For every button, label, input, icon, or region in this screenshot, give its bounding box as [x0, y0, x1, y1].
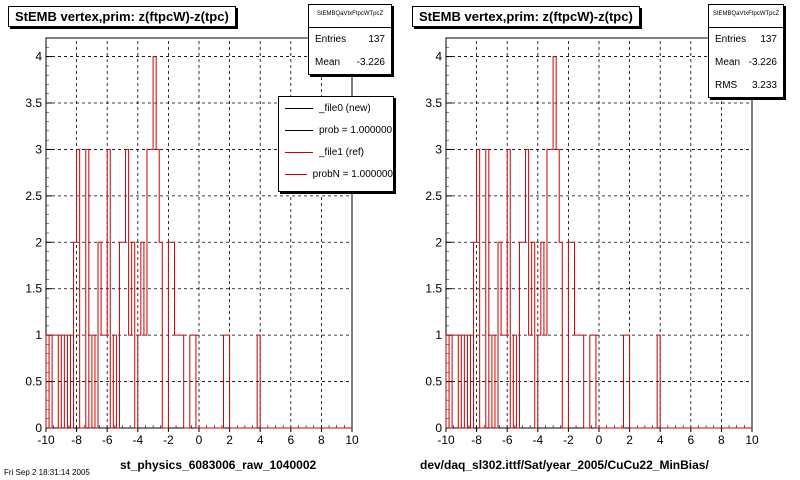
x-tick-label: 6 — [287, 433, 294, 447]
stats-value: 137 — [368, 34, 385, 45]
chart-title-left: StEMB vertex,prim: z(ftpcW)-z(tpc) — [8, 6, 236, 27]
stats-value: -3.226 — [356, 57, 385, 68]
stats-row: Entries 137 — [709, 28, 783, 51]
x-tick-label: -8 — [471, 433, 482, 447]
y-tick-label: 0.5 — [25, 375, 42, 389]
x-tick-label: -10 — [437, 433, 455, 447]
stats-row: Mean -3.226 — [309, 51, 391, 74]
histogram-series — [45, 56, 352, 429]
x-tick-label: 0 — [196, 433, 203, 447]
stats-label: RMS — [715, 80, 738, 91]
stats-value: -3.226 — [748, 57, 777, 68]
x-tick-label: 4 — [257, 433, 264, 447]
x-tick-label: 2 — [626, 433, 633, 447]
stats-label: Mean — [715, 57, 741, 68]
x-tick-label: 10 — [345, 433, 359, 447]
legend-label: _file0 (new) — [319, 102, 371, 114]
stats-row: Mean -3.226 — [709, 51, 783, 74]
stats-value: 3.233 — [751, 80, 777, 91]
legend-swatch — [285, 151, 313, 153]
stats-box-left: StEMBQaVtxFtpcWTpcZ Entries 137 Mean -3.… — [308, 4, 392, 75]
x-axis-label-left: st_physics_6083006_raw_1040002 — [120, 458, 317, 472]
stats-value: 137 — [760, 34, 777, 45]
x-tick-label: -10 — [37, 433, 55, 447]
y-tick-label: 2 — [35, 235, 42, 249]
stats-row: Entries 137 — [309, 28, 391, 51]
x-tick-label: 8 — [718, 433, 725, 447]
legend-item: _file1 (ref) — [279, 141, 393, 163]
x-tick-label: 4 — [657, 433, 664, 447]
stats-label: Mean — [315, 57, 341, 68]
x-tick-label: 6 — [687, 433, 694, 447]
y-tick-label: 2.5 — [25, 189, 42, 203]
x-tick-label: -2 — [163, 433, 174, 447]
stats-label: Entries — [315, 34, 347, 45]
y-tick-label: 1.5 — [425, 282, 442, 296]
y-tick-label: 3 — [35, 142, 42, 156]
y-tick-label: 3.5 — [25, 96, 42, 110]
stats-label: Entries — [715, 34, 747, 45]
y-tick-label: 3.5 — [425, 96, 442, 110]
stats-name: StEMBQaVtxFtpcWTpcZ — [709, 5, 783, 28]
legend-label: _file1 (ref) — [319, 146, 365, 158]
x-tick-label: -2 — [563, 433, 574, 447]
y-tick-label: 0.5 — [425, 375, 442, 389]
y-tick-label: 1 — [435, 328, 442, 342]
stats-name: StEMBQaVtxFtpcWTpcZ — [309, 5, 391, 28]
legend-label: probN = 1.000000 — [312, 168, 393, 180]
chart-title-right: StEMB vertex,prim: z(ftpcW)-z(tpc) — [412, 6, 640, 27]
x-axis-label-right: dev/daq_sl302.ittf/Sat/year_2005/CuCu22_… — [420, 458, 709, 472]
y-tick-label: 2 — [435, 235, 442, 249]
legend-swatch — [285, 173, 307, 175]
legend-item: _file0 (new) — [279, 97, 393, 119]
timestamp: Fri Sep 2 18:31:14 2005 — [4, 468, 90, 477]
x-tick-label: -8 — [71, 433, 82, 447]
histogram-series — [445, 56, 752, 429]
y-tick-label: 2.5 — [425, 189, 442, 203]
x-tick-label: -6 — [502, 433, 513, 447]
legend-item: prob = 1.000000 — [279, 119, 393, 141]
stats-box-right: StEMBQaVtxFtpcWTpcZ Entries 137 Mean -3.… — [708, 4, 784, 98]
stats-row: RMS 3.233 — [709, 74, 783, 97]
legend-item: probN = 1.000000 — [279, 163, 393, 185]
y-tick-label: 4 — [435, 50, 442, 64]
y-tick-label: 1 — [35, 328, 42, 342]
legend-swatch — [285, 107, 313, 109]
y-tick-label: 0 — [435, 421, 442, 435]
x-tick-label: -4 — [132, 433, 143, 447]
legend-label: prob = 1.000000 — [319, 124, 393, 136]
y-tick-label: 4 — [35, 50, 42, 64]
x-tick-label: 0 — [596, 433, 603, 447]
x-tick-label: 10 — [745, 433, 759, 447]
y-tick-label: 3 — [435, 142, 442, 156]
y-tick-label: 1.5 — [25, 282, 42, 296]
legend-swatch — [285, 129, 313, 131]
x-tick-label: -6 — [102, 433, 113, 447]
y-tick-label: 0 — [35, 421, 42, 435]
x-tick-label: -4 — [532, 433, 543, 447]
x-tick-label: 2 — [226, 433, 233, 447]
legend: _file0 (new) prob = 1.000000 _file1 (ref… — [278, 96, 394, 192]
x-tick-label: 8 — [318, 433, 325, 447]
